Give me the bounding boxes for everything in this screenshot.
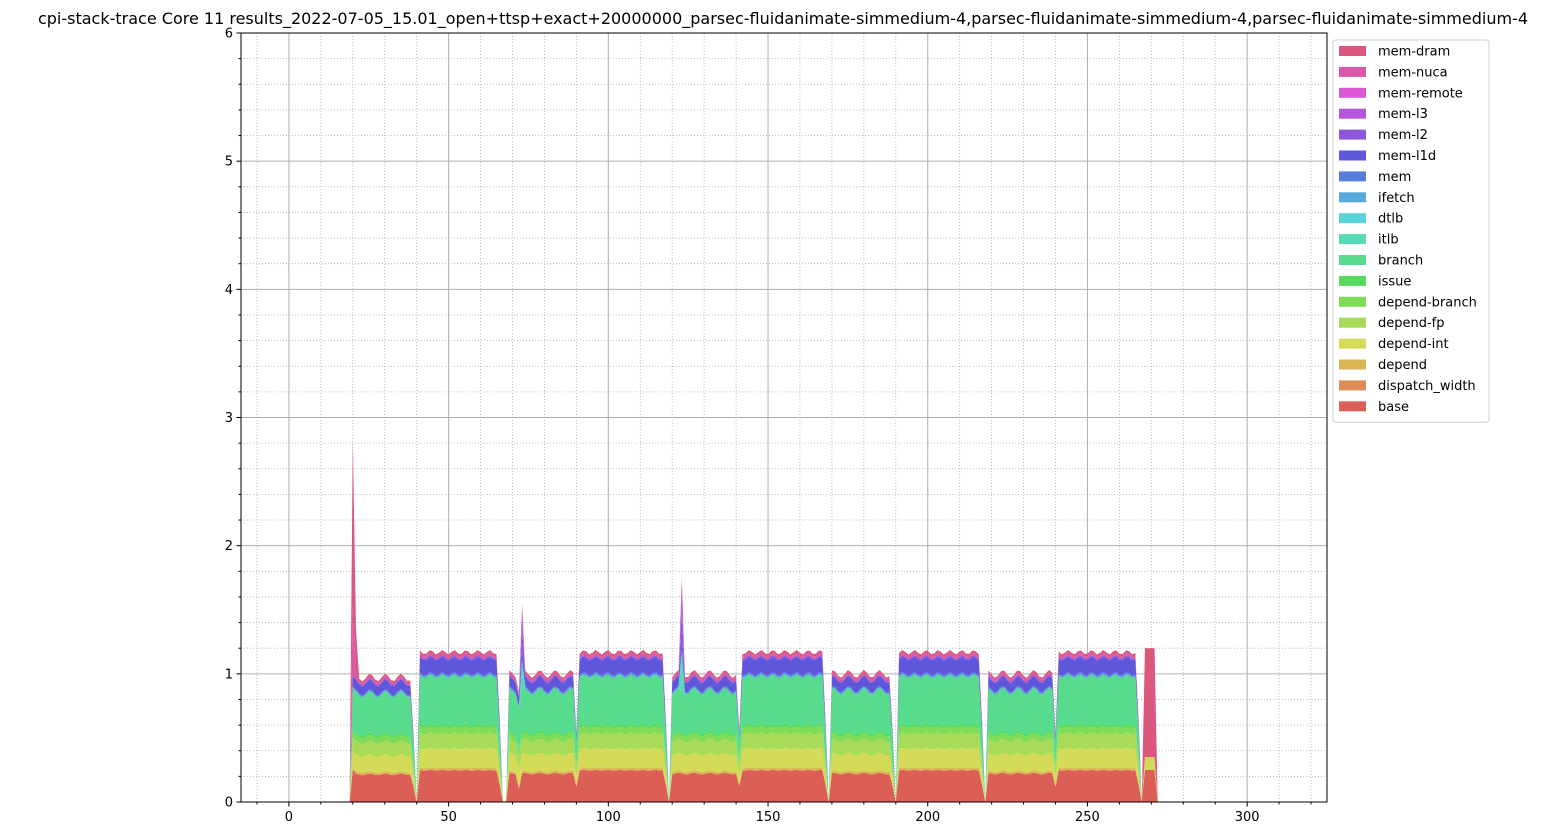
y-tick-label: 0 [225, 796, 233, 811]
x-tick-label: 150 [756, 810, 781, 825]
legend-item-mem-l3: mem-l3 [1339, 107, 1428, 122]
legend: mem-dram mem-nuca mem-remote mem-l3 mem-l2 me… [1332, 39, 1490, 423]
legend-label: base [1378, 400, 1409, 415]
legend-swatch [1339, 317, 1366, 328]
y-tick-label: 1 [225, 667, 233, 682]
legend-swatch [1339, 275, 1366, 286]
legend-label: depend [1378, 358, 1427, 373]
stacked-areas [288, 439, 1312, 802]
legend-label: depend-fp [1378, 316, 1445, 331]
legend-swatch [1339, 380, 1366, 391]
legend-item-dtlb: dtlb [1339, 212, 1403, 227]
legend-swatch [1339, 87, 1366, 98]
y-tick-label: 6 [225, 27, 233, 42]
chart-title: cpi-stack-trace Core 11 results_2022-07-… [38, 9, 1528, 29]
x-axis-ticks: 0 50 100 150 200 250 300 [256, 802, 1312, 825]
legend-item-ifetch: ifetch [1339, 191, 1415, 206]
legend-box [1332, 39, 1490, 423]
area-base [288, 769, 1312, 802]
legend-label: depend-branch [1378, 295, 1477, 310]
legend-item-depend-fp: depend-fp [1339, 316, 1445, 331]
legend-item-depend-branch: depend-branch [1339, 295, 1477, 310]
legend-item-depend: depend [1339, 358, 1427, 373]
legend-swatch [1339, 150, 1366, 161]
legend-item-mem-remote: mem-remote [1339, 86, 1463, 101]
y-tick-label: 4 [225, 283, 233, 298]
y-axis-ticks: 0 1 2 3 4 5 6 [225, 27, 241, 811]
x-tick-label: 250 [1075, 810, 1100, 825]
area-branch [288, 674, 1312, 802]
legend-swatch [1339, 192, 1366, 203]
legend-swatch [1339, 234, 1366, 245]
legend-label: mem-dram [1378, 45, 1450, 60]
legend-swatch [1339, 213, 1366, 224]
legend-label: dtlb [1378, 212, 1403, 227]
legend-label: mem-l1d [1378, 149, 1436, 164]
legend-label: mem [1378, 170, 1411, 185]
y-tick-label: 2 [225, 539, 233, 554]
x-tick-label: 50 [440, 810, 457, 825]
legend-swatch [1339, 401, 1366, 412]
legend-label: mem-remote [1378, 86, 1463, 101]
legend-item-itlb: itlb [1339, 233, 1399, 248]
x-tick-label: 0 [285, 810, 293, 825]
legend-item-issue: issue [1339, 274, 1411, 289]
legend-label: itlb [1378, 233, 1399, 248]
legend-label: mem-l2 [1378, 128, 1428, 143]
legend-swatch [1339, 255, 1366, 265]
y-tick-label: 3 [225, 411, 233, 426]
legend-label: depend-int [1378, 337, 1449, 352]
legend-item-depend-int: depend-int [1339, 337, 1449, 352]
legend-swatch [1339, 171, 1366, 182]
legend-label: mem-l3 [1378, 107, 1428, 122]
legend-swatch [1339, 129, 1366, 140]
legend-label: ifetch [1378, 191, 1415, 206]
legend-swatch [1339, 338, 1366, 349]
legend-label: branch [1378, 254, 1423, 269]
legend-label: issue [1378, 274, 1411, 289]
legend-item-branch: branch [1339, 254, 1423, 269]
legend-item-base: base [1339, 400, 1409, 415]
legend-item-dispatch_width: dispatch_width [1339, 379, 1476, 394]
legend-swatch [1339, 66, 1366, 77]
area-depend-int [288, 747, 1312, 802]
area-mem-l1d [288, 640, 1312, 802]
legend-item-mem-l2: mem-l2 [1339, 128, 1428, 143]
legend-item-mem: mem [1339, 170, 1411, 185]
area-depend-fp [288, 732, 1312, 802]
y-tick-label: 5 [225, 155, 233, 170]
legend-swatch [1339, 296, 1366, 307]
legend-item-mem-nuca: mem-nuca [1339, 65, 1448, 80]
legend-swatch [1339, 46, 1366, 56]
x-tick-label: 300 [1235, 810, 1260, 825]
legend-swatch [1339, 359, 1366, 370]
legend-item-mem-dram: mem-dram [1339, 45, 1450, 60]
legend-label: mem-nuca [1378, 65, 1448, 80]
x-tick-label: 200 [915, 810, 940, 825]
legend-swatch [1339, 108, 1366, 119]
x-tick-label: 100 [596, 810, 621, 825]
legend-label: dispatch_width [1378, 379, 1476, 394]
legend-item-mem-l1d: mem-l1d [1339, 149, 1436, 164]
